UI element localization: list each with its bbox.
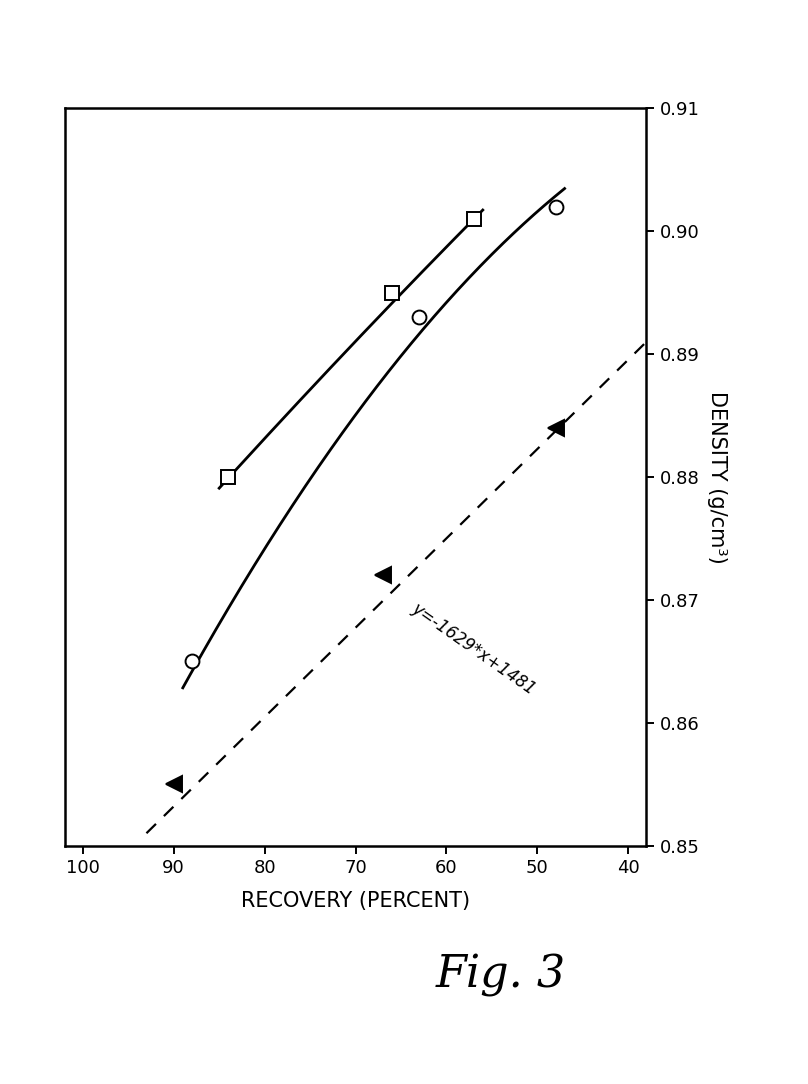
Text: Fig. 3: Fig. 3 bbox=[436, 954, 566, 997]
Y-axis label: DENSITY (g/cm³): DENSITY (g/cm³) bbox=[707, 390, 727, 564]
Text: y=-1629*x+1481: y=-1629*x+1481 bbox=[408, 599, 539, 698]
X-axis label: RECOVERY (PERCENT): RECOVERY (PERCENT) bbox=[241, 891, 470, 911]
